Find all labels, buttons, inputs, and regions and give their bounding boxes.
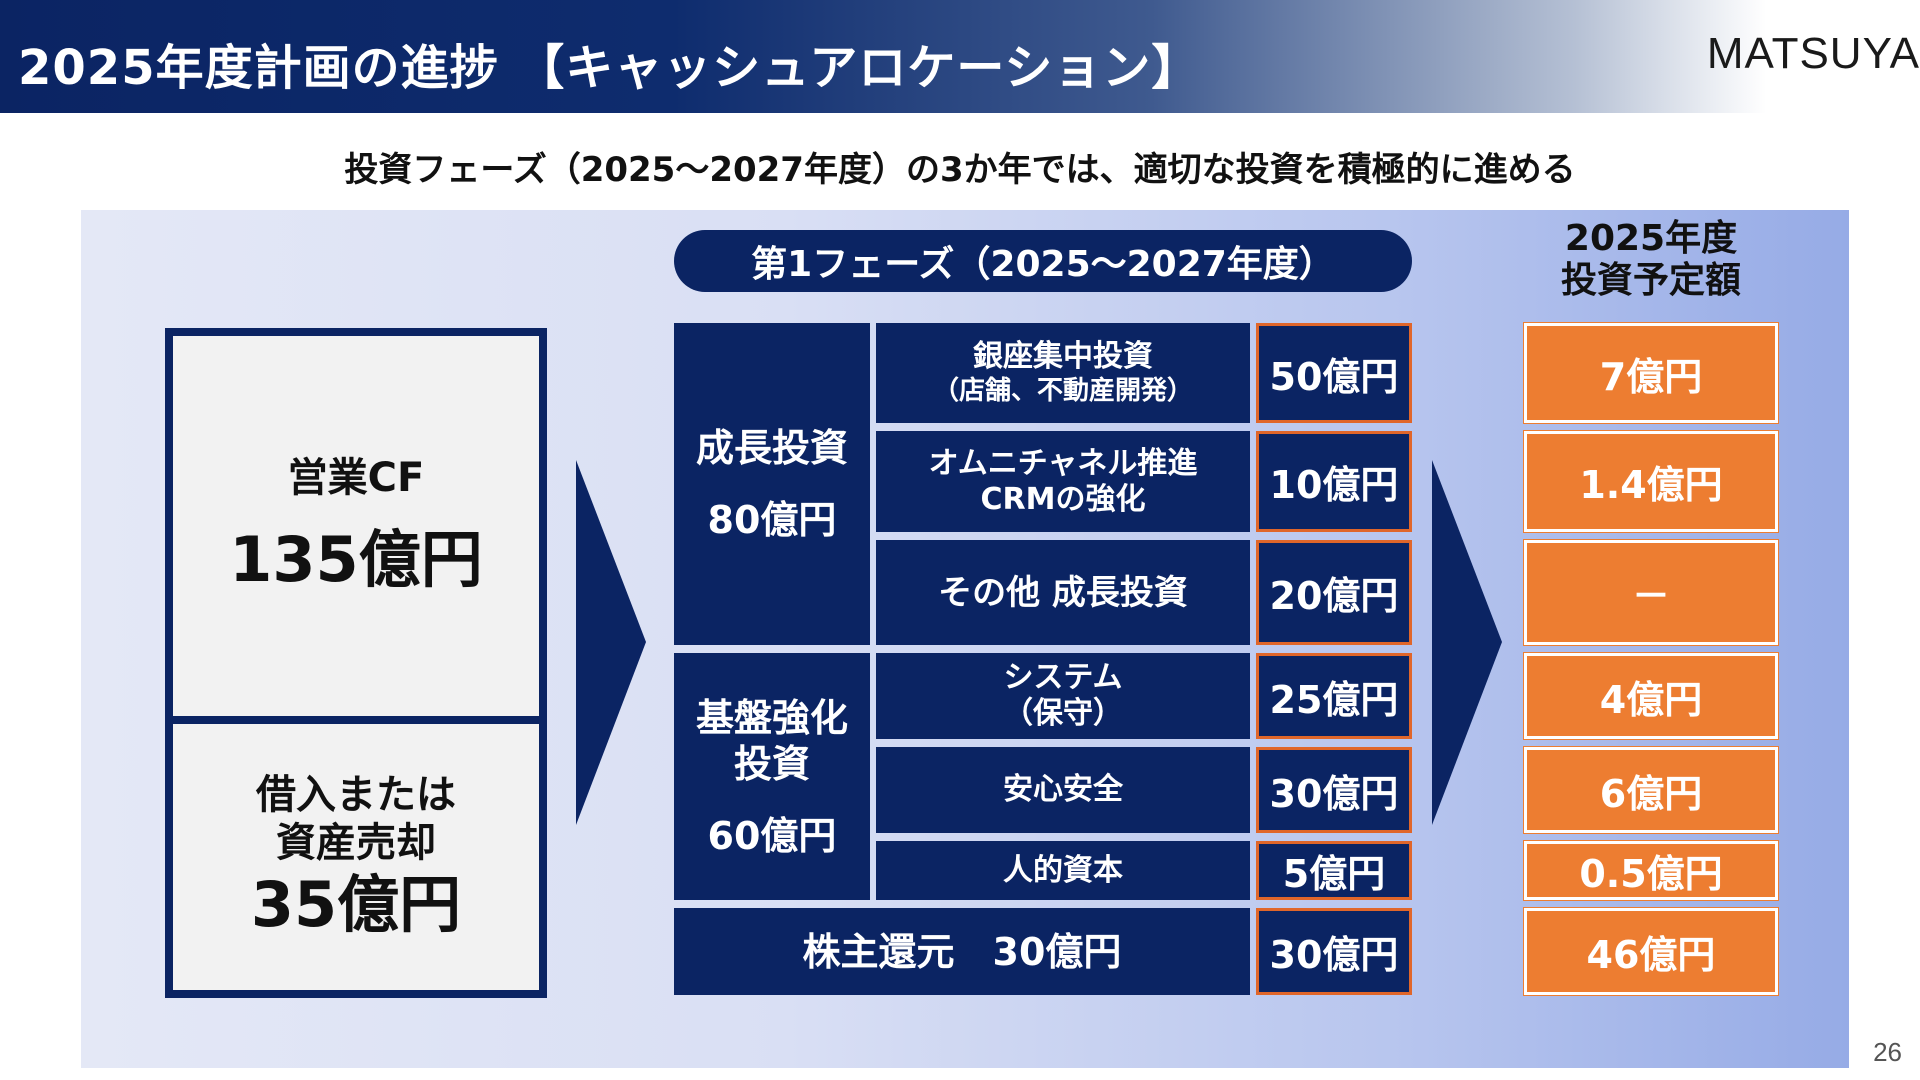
plan-2025-header-line2: 投資予定額 bbox=[1560, 260, 1741, 301]
amount-cell: 10億円 bbox=[1256, 431, 1412, 532]
plan-2025-header: 2025年度 投資予定額 bbox=[1522, 218, 1780, 302]
item-system-line2: （保守） bbox=[1003, 696, 1123, 731]
borrowing-label-line2: 資産売却 bbox=[276, 820, 436, 866]
item-omnichannel-line2: CRMの強化 bbox=[980, 481, 1146, 517]
foundation-investment-amount: 60億円 bbox=[707, 813, 837, 858]
item-other-growth-line1: その他 成長投資 bbox=[938, 572, 1188, 613]
plan-2025-cell: 46億円 bbox=[1523, 907, 1779, 996]
growth-investment-label: 成長投資 bbox=[695, 426, 848, 470]
foundation-investment-box: 基盤強化 投資 60億円 bbox=[674, 653, 870, 900]
item-safety: 安心安全 bbox=[876, 747, 1250, 833]
plan-2025-header-line1: 2025年度 bbox=[1564, 218, 1738, 259]
operating-cf-box: 営業CF 135億円 bbox=[165, 328, 547, 724]
phase-pill: 第1フェーズ（2025～2027年度） bbox=[674, 230, 1412, 292]
shareholder-return-label: 株主還元 30億円 bbox=[802, 929, 1122, 974]
amount-cell: 50億円 bbox=[1256, 323, 1412, 423]
item-ginza-line1: 銀座集中投資 bbox=[973, 339, 1153, 374]
plan-2025-cell: 4億円 bbox=[1523, 652, 1779, 740]
plan-2025-cell: 1.4億円 bbox=[1523, 430, 1779, 533]
flow-arrow-icon bbox=[1432, 460, 1502, 825]
company-logo: MATSUYA bbox=[1706, 29, 1920, 78]
growth-investment-box: 成長投資 80億円 bbox=[674, 323, 870, 645]
page-title: 2025年度計画の進捗 【キャッシュアロケーション】 bbox=[18, 40, 1201, 96]
borrowing-box: 借入または 資産売却 35億円 bbox=[165, 716, 547, 998]
shareholder-return-box: 株主還元 30億円 bbox=[674, 908, 1250, 995]
item-omnichannel: オムニチャネル推進 CRMの強化 bbox=[876, 431, 1250, 532]
plan-2025-cell: 7億円 bbox=[1523, 322, 1779, 424]
item-human-capital-line1: 人的資本 bbox=[1003, 852, 1123, 888]
amount-cell: 20億円 bbox=[1256, 540, 1412, 645]
foundation-investment-label-line1: 基盤強化 bbox=[695, 695, 848, 740]
operating-cf-label: 営業CF bbox=[287, 455, 425, 501]
item-ginza-line2: （店舗、不動産開発） bbox=[932, 376, 1193, 406]
amount-cell: 30億円 bbox=[1256, 908, 1412, 995]
borrowing-label-line1: 借入または bbox=[256, 772, 456, 818]
flow-arrow-icon bbox=[576, 460, 646, 825]
header-bar: 2025年度計画の進捗 【キャッシュアロケーション】 bbox=[0, 0, 1920, 113]
amount-cell: 30億円 bbox=[1256, 747, 1412, 833]
item-system-line1: システム bbox=[1003, 660, 1123, 695]
item-safety-line1: 安心安全 bbox=[1003, 772, 1123, 807]
amount-cell: 5億円 bbox=[1256, 841, 1412, 900]
plan-2025-cell: 0.5億円 bbox=[1523, 840, 1779, 901]
slide-subtitle: 投資フェーズ（2025～2027年度）の3か年では、適切な投資を積極的に進める bbox=[344, 150, 1576, 190]
borrowing-amount: 35億円 bbox=[250, 868, 462, 941]
item-omnichannel-line1: オムニチャネル推進 bbox=[928, 445, 1198, 481]
page-number: 26 bbox=[1873, 1037, 1902, 1067]
operating-cf-amount: 135億円 bbox=[229, 523, 483, 596]
item-human-capital: 人的資本 bbox=[876, 841, 1250, 900]
plan-2025-cell: － bbox=[1523, 539, 1779, 646]
item-ginza-investment: 銀座集中投資 （店舗、不動産開発） bbox=[876, 323, 1250, 423]
item-other-growth: その他 成長投資 bbox=[876, 540, 1250, 645]
foundation-investment-label-line2: 投資 bbox=[733, 741, 810, 786]
item-system: システム （保守） bbox=[876, 653, 1250, 739]
plan-2025-cell: 6億円 bbox=[1523, 746, 1779, 834]
growth-investment-amount: 80億円 bbox=[707, 498, 837, 542]
amount-cell: 25億円 bbox=[1256, 653, 1412, 739]
